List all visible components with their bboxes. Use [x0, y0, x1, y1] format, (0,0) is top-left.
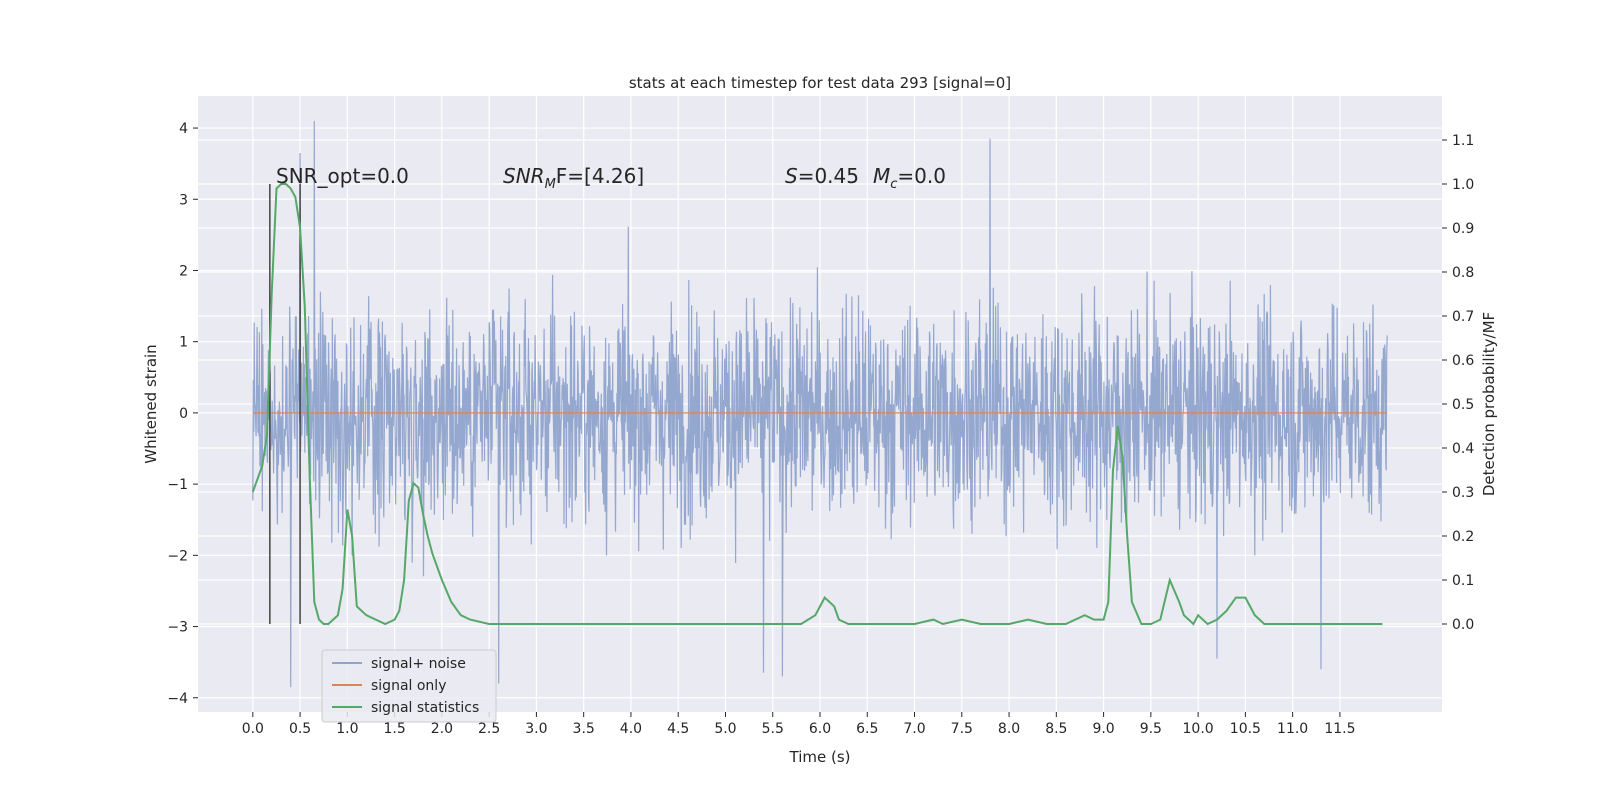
s-value: =0.45: [798, 164, 859, 188]
x-tick-label: 8.5: [1045, 721, 1067, 737]
y2-tick-label: 0.3: [1452, 485, 1474, 501]
legend-label-statistics: signal statistics: [371, 700, 479, 716]
x-tick-label: 9.5: [1140, 721, 1162, 737]
s-label: S: [785, 164, 798, 188]
x-tick-label: 6.0: [809, 721, 831, 737]
y-tick-label: −4: [167, 691, 188, 707]
x-tick-label: 3.5: [573, 721, 595, 737]
y-tick-label: 0: [179, 406, 188, 422]
legend-label-noise: signal+ noise: [371, 656, 466, 672]
y2-tick-label: 0.6: [1452, 353, 1474, 369]
legend-box: [321, 649, 497, 723]
y2-axis-label: Detection probability/MF: [1480, 312, 1498, 496]
snr-mf-sub: M: [545, 177, 556, 192]
x-tick-label: 6.5: [856, 721, 878, 737]
x-tick-label: 5.5: [762, 721, 784, 737]
y2-tick-label: 0.0: [1452, 617, 1474, 633]
y2-tick-label: 0.1: [1452, 573, 1474, 589]
x-tick-label: 2.0: [431, 721, 453, 737]
x-tick-label: 5.0: [714, 721, 736, 737]
mc-value: =0.0: [897, 164, 946, 188]
mc-sub: c: [890, 177, 897, 192]
vertical-markers: [269, 184, 301, 624]
y-tick-label: −3: [167, 620, 188, 636]
x-tick-label: 7.5: [951, 721, 973, 737]
x-tick-label: 11.0: [1277, 721, 1308, 737]
y-tick-label: 4: [179, 121, 188, 137]
snr-mf-prefix: SNR: [503, 164, 545, 188]
y2-tick-label: 1.0: [1452, 177, 1474, 193]
signal-statistics-line: [251, 183, 1383, 626]
x-tick-label: 0.0: [242, 721, 264, 737]
x-tick-label: 2.5: [478, 721, 500, 737]
x-tick-label: 11.5: [1324, 721, 1355, 737]
y2-tick-label: 0.8: [1452, 265, 1474, 281]
y2-tick-label: 1.1: [1452, 133, 1474, 149]
x-tick-label: 0.5: [289, 721, 311, 737]
y-tick-label: 1: [179, 335, 188, 351]
y-tick-labels: 4 3 2 1 0 −1 −2 −3 −4: [167, 121, 198, 707]
annotation-snr-opt: SNR_opt=0.0: [276, 164, 409, 188]
x-tick-label: 3.0: [525, 721, 547, 737]
y2-tick-label: 0.9: [1452, 221, 1474, 237]
noise-line: [252, 120, 1388, 688]
chart-title: stats at each timestep for test data 293…: [629, 74, 1011, 92]
snr-mf-suffix: F=[4.26]: [556, 164, 644, 188]
annotation-snr-mf: SNRMF=[4.26]: [503, 164, 644, 192]
y-axis-label: Whitened strain: [142, 344, 160, 463]
y-tick-label: −2: [167, 548, 188, 564]
y-tick-label: 3: [179, 192, 188, 208]
x-tick-labels: 0.0 0.5 1.0 1.5 2.0 2.5 3.0 3.5 4.0 4.5 5.0 5.5 6.0 6…: [242, 712, 1355, 737]
x-tick-label: 10.0: [1183, 721, 1214, 737]
y2-tick-label: 0.2: [1452, 529, 1474, 545]
y-tick-label: 2: [179, 263, 188, 279]
legend-label-signal-only: signal only: [371, 678, 446, 694]
mc-label: M: [873, 164, 890, 188]
x-tick-label: 1.5: [383, 721, 405, 737]
x-tick-label: 8.0: [998, 721, 1020, 737]
x-tick-label: 9.0: [1092, 721, 1114, 737]
y2-tick-label: 0.5: [1452, 397, 1474, 413]
x-tick-label: 4.0: [620, 721, 642, 737]
legend: signal+ noise signal only signal statist…: [321, 649, 497, 723]
x-tick-label: 10.5: [1230, 721, 1261, 737]
y2-tick-labels: 1.1 1.0 0.9 0.8 0.7 0.6 0.5 0.4 0.3 0.2 0.1 0.0: [1442, 133, 1474, 633]
noise-series: [252, 120, 1388, 688]
x-axis-label: Time (s): [789, 748, 851, 766]
y2-tick-label: 0.7: [1452, 309, 1474, 325]
y2-tick-label: 0.4: [1452, 441, 1474, 457]
signal-statistics-series: [251, 183, 1383, 626]
x-tick-label: 4.5: [667, 721, 689, 737]
x-tick-label: 1.0: [336, 721, 358, 737]
annotation-s-mc: S=0.45 Mc=0.0: [785, 164, 946, 192]
y-tick-label: −1: [167, 477, 188, 493]
x-tick-label: 7.0: [903, 721, 925, 737]
